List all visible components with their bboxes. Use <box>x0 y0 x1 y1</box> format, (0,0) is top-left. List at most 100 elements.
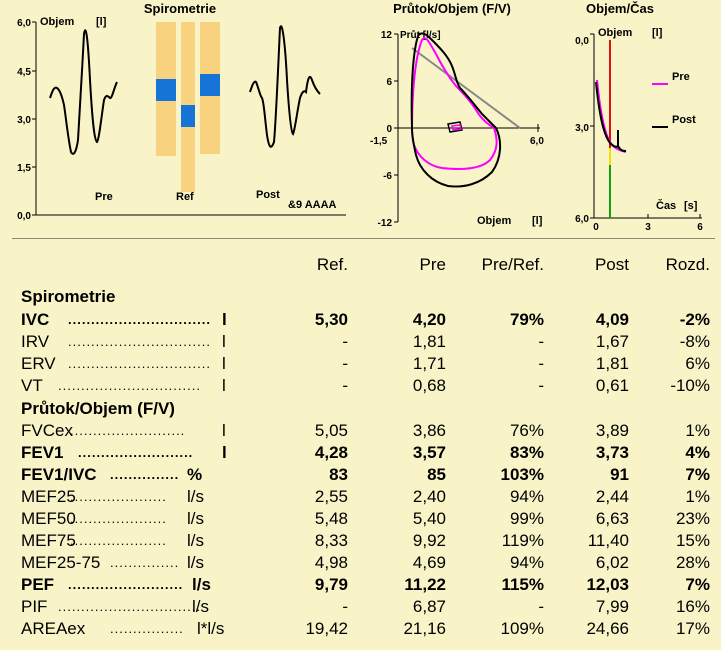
spiro-label-date: &9 AAAA <box>288 199 337 211</box>
spiro-ytick-1: 4,5 <box>17 67 31 78</box>
cell-ref: - <box>342 332 348 351</box>
spiro-pre-curve <box>49 29 118 155</box>
row-label: MEF25-75 <box>21 553 101 572</box>
row-label: FEV1/IVC <box>21 465 97 484</box>
fv-post-loop <box>410 32 502 188</box>
fv-ytick-4: -12 <box>378 218 393 229</box>
fv-pre-loop <box>411 37 498 170</box>
cell-rozd: 7% <box>685 575 710 594</box>
cell-post: 1,81 <box>595 354 629 373</box>
row-unit: l/s <box>192 597 209 616</box>
fv-ytick-3: -6 <box>383 171 392 182</box>
row-label: MEF50 <box>21 509 76 528</box>
fv-xunit: [l] <box>532 215 543 227</box>
cell-pre-ref: - <box>538 376 544 395</box>
cell-pre-ref: 79% <box>509 310 544 329</box>
row-label: FVCex <box>21 421 73 440</box>
row-unit: l <box>222 354 226 373</box>
fv-xtick-1: 6,0 <box>530 136 544 147</box>
row-leader-dots: ............................... <box>68 356 211 371</box>
vt-yunit: [l] <box>652 27 663 39</box>
cell-rozd: 15% <box>675 531 710 550</box>
row-unit: % <box>187 465 203 484</box>
cell-rozd: -8% <box>679 332 710 351</box>
vt-legend-pre: Pre <box>672 71 690 83</box>
cell-rozd: 4% <box>685 443 710 462</box>
row-unit: l/s <box>187 531 204 550</box>
row-label: IRV <box>21 332 50 351</box>
cell-post: 2,44 <box>595 487 629 506</box>
cell-pre-ref: 109% <box>500 619 544 638</box>
cell-pre-ref: - <box>538 354 544 373</box>
cell-pre-ref: 94% <box>509 553 544 572</box>
vt-xlabel: Čas <box>656 199 676 212</box>
flow-volume-chart: Průtok/Objem (F/V) 12 6 0 -6 -12 -1,5 6,… <box>370 1 544 229</box>
row-unit: l/s <box>187 487 204 506</box>
vt-xunit: [s] <box>684 200 698 212</box>
cell-ref: 2,55 <box>314 487 348 506</box>
cell-ref: 4,28 <box>314 443 348 462</box>
cell-pre: 1,81 <box>412 332 446 351</box>
row-leader-dots: ............................... <box>58 599 201 614</box>
spiro-ref-mark-2 <box>181 105 195 127</box>
cell-post: 3,73 <box>595 443 629 462</box>
row-leader-dots: ................ <box>110 621 184 636</box>
cell-rozd: 1% <box>685 487 710 506</box>
vt-legend-post: Post <box>672 114 696 126</box>
cell-post: 1,67 <box>595 332 629 351</box>
cell-post: 6,63 <box>595 509 629 528</box>
table-row: PIF............................... l/s - 6,… <box>0 596 721 618</box>
cell-post: 3,89 <box>595 421 629 440</box>
cell-pre: 21,16 <box>403 619 446 638</box>
cell-ref: 5,05 <box>314 421 348 440</box>
cell-pre: 9,92 <box>412 531 446 550</box>
vt-xtick-1: 3 <box>645 222 651 232</box>
row-leader-dots: ..................... <box>70 533 167 548</box>
table-row: MEF25..................... l/s 2,55 2,40 94%… <box>0 486 721 508</box>
fv-title: Průtok/Objem (F/V) <box>393 1 511 16</box>
spiro-ylabel: Objem <box>40 16 74 28</box>
row-label: AREAex <box>21 619 86 638</box>
row-label: PEF <box>21 575 55 594</box>
row-label: MEF25 <box>21 487 76 506</box>
row-unit: l <box>222 310 227 329</box>
spiro-ref-mark-1 <box>156 79 176 101</box>
spiro-ytick-3: 1,5 <box>17 163 31 174</box>
table-separator <box>12 238 715 239</box>
row-leader-dots: ............................... <box>58 378 201 393</box>
cell-pre: 4,20 <box>412 310 446 329</box>
vt-title: Objem/Čas <box>586 1 654 16</box>
table-row: PEF......................... l/s 9,79 11,22… <box>0 574 721 596</box>
cell-pre: 1,71 <box>412 354 446 373</box>
table-row: MEF75..................... l/s 8,33 9,92 119… <box>0 530 721 552</box>
cell-pre: 4,69 <box>412 553 446 572</box>
row-unit: l <box>222 421 226 440</box>
row-leader-dots: ......................... <box>68 577 184 592</box>
header-ref: Ref. <box>316 255 348 274</box>
table-row: FEV1......................... l 4,28 3,57 83… <box>0 442 721 464</box>
cell-pre: 3,57 <box>412 443 446 462</box>
table-header: Ref. Pre Pre/Ref. Post Rozd. <box>0 254 721 276</box>
cell-ref: - <box>342 354 348 373</box>
row-unit: l <box>222 332 226 351</box>
cell-pre: 5,40 <box>412 509 446 528</box>
header-post: Post <box>594 255 629 274</box>
table-row: MEF50..................... l/s 5,48 5,40 99%… <box>0 508 721 530</box>
row-leader-dots: ............................... <box>68 312 211 327</box>
spirometrie-title: Spirometrie <box>144 1 216 16</box>
vt-xtick-0: 0 <box>593 222 599 232</box>
cell-pre-ref: 103% <box>500 465 544 484</box>
cell-post: 24,66 <box>586 619 629 638</box>
row-unit: l/s <box>187 509 204 528</box>
cell-ref: 8,33 <box>314 531 348 550</box>
table-row: MEF25-75............... l/s 4,98 4,69 94% 6,0… <box>0 552 721 574</box>
fv-xtick-0: -1,5 <box>370 136 388 147</box>
spiro-label-pre: Pre <box>95 191 113 203</box>
cell-rozd: 23% <box>675 509 710 528</box>
spiro-ytick-2: 3,0 <box>17 115 31 126</box>
vt-xtick-2: 6 <box>697 222 703 232</box>
fv-ytick-1: 6 <box>386 77 392 88</box>
table-row: ERV............................... l - 1,71… <box>0 353 721 375</box>
cell-pre-ref: 99% <box>509 509 544 528</box>
cell-pre: 11,22 <box>404 575 446 594</box>
